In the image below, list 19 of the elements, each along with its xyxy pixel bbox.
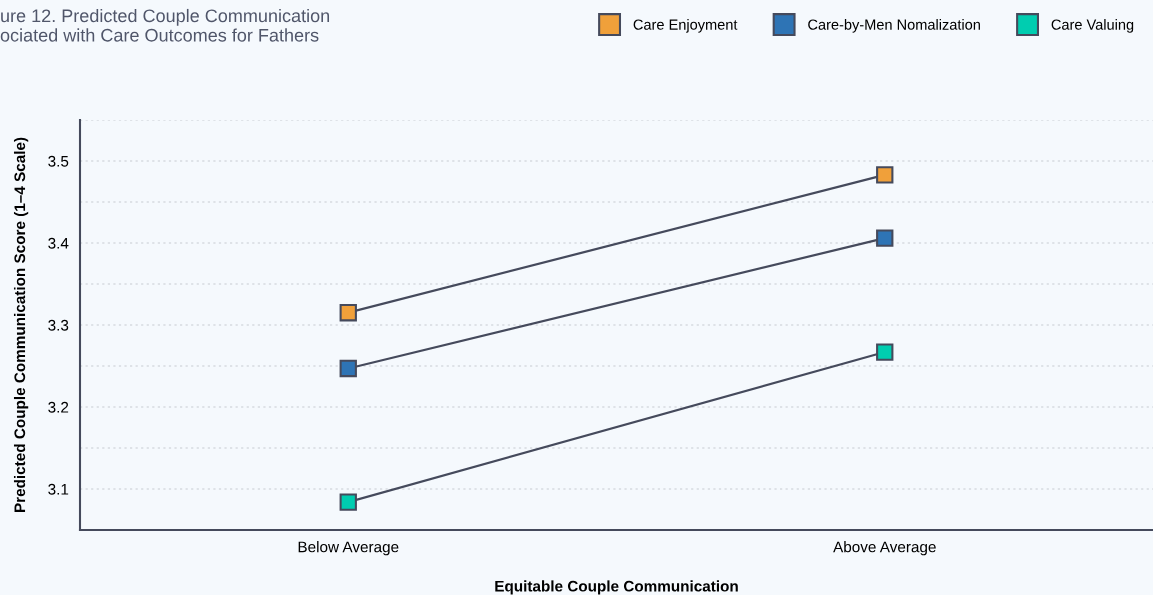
point xyxy=(339,304,357,322)
point xyxy=(876,229,894,247)
legend-label: Care-by-Men Nomalization xyxy=(808,19,980,33)
point xyxy=(339,493,357,511)
legend-label: Care Enjoyment xyxy=(633,19,738,33)
point xyxy=(876,343,894,361)
y-tick-label: 3.5 xyxy=(48,155,69,167)
y-axis-title: Predicted Couple Communication Score (1–4 Scale) xyxy=(13,137,29,513)
x-tick-label: Below Average xyxy=(298,541,399,556)
x-tick-label: Above Average xyxy=(833,541,936,556)
point xyxy=(339,359,357,378)
y-tick-label: 3.2 xyxy=(48,401,69,413)
legend-label: Care Valuing xyxy=(1051,19,1134,33)
chart-title: ure 12. Predicted Couple Communication ociated with Care Outcomes for Fathers xyxy=(0,8,330,42)
point xyxy=(876,166,894,184)
y-tick-label: 3.3 xyxy=(48,319,69,331)
y-tick-label: 3.1 xyxy=(48,483,69,495)
x-axis-title: Equitable Couple Communication xyxy=(495,580,738,595)
y-tick-label: 3.4 xyxy=(48,237,69,249)
